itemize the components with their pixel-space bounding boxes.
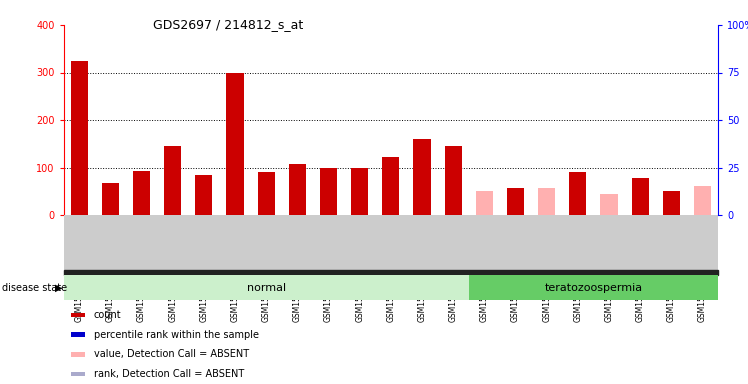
Text: count: count — [94, 310, 121, 320]
Text: percentile rank within the sample: percentile rank within the sample — [94, 329, 259, 339]
Bar — [414, 139, 431, 215]
Bar — [64, 275, 469, 300]
Bar — [569, 172, 586, 215]
Bar — [694, 185, 711, 215]
Bar — [382, 157, 399, 215]
Bar — [631, 179, 649, 215]
Bar — [507, 188, 524, 215]
Bar — [663, 191, 680, 215]
Text: rank, Detection Call = ABSENT: rank, Detection Call = ABSENT — [94, 369, 244, 379]
Text: normal: normal — [247, 283, 286, 293]
Bar — [227, 73, 244, 215]
Bar — [195, 175, 212, 215]
Bar — [476, 191, 493, 215]
Bar — [444, 146, 462, 215]
Text: value, Detection Call = ABSENT: value, Detection Call = ABSENT — [94, 349, 248, 359]
Text: ▶: ▶ — [55, 283, 62, 293]
Bar — [257, 172, 275, 215]
Bar — [601, 194, 618, 215]
Bar — [351, 169, 368, 215]
Bar — [164, 146, 181, 215]
Bar — [64, 270, 718, 275]
Bar — [133, 171, 150, 215]
Bar — [538, 188, 555, 215]
Text: teratozoospermia: teratozoospermia — [545, 283, 643, 293]
Bar — [102, 183, 119, 215]
Bar — [469, 275, 718, 300]
Bar — [70, 61, 88, 215]
Bar — [320, 167, 337, 215]
Bar — [289, 164, 306, 215]
Text: GDS2697 / 214812_s_at: GDS2697 / 214812_s_at — [153, 18, 304, 31]
Text: disease state: disease state — [2, 283, 67, 293]
